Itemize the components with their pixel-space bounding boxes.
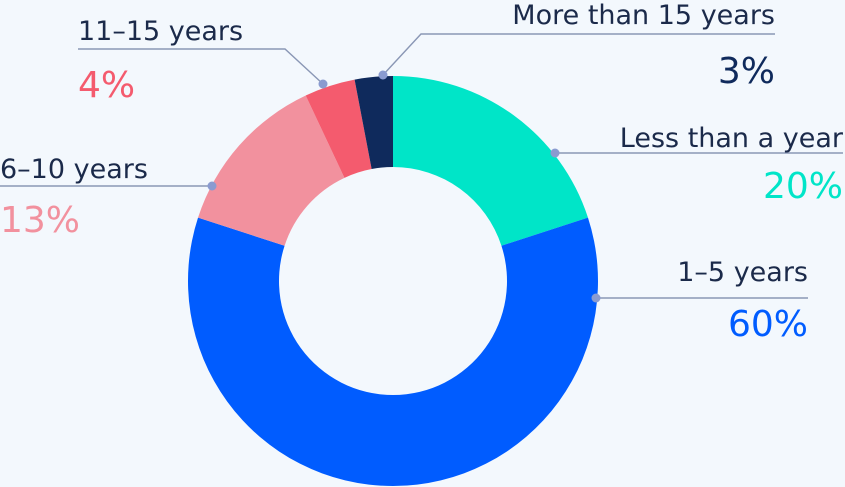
- slice-percentage: 13%: [0, 200, 80, 241]
- slice-label: 1–5 years: [677, 257, 808, 288]
- slice-label: 11–15 years: [78, 16, 243, 47]
- slice-percentage: 4%: [78, 65, 135, 106]
- slice-1-5-years: [188, 217, 599, 487]
- slice-11-15-years: [305, 79, 372, 178]
- donut-slices: [188, 76, 599, 487]
- slice-label: 6–10 years: [0, 154, 148, 185]
- leader-dot: [318, 79, 328, 89]
- leader-line: [78, 48, 324, 85]
- slice-percentage: 3%: [718, 51, 775, 92]
- leader-dot: [378, 70, 388, 80]
- slice-more-than-15-years: [354, 76, 393, 170]
- slice-label: Less than a year: [620, 123, 844, 154]
- leader-dot: [550, 148, 560, 158]
- leader-line: [382, 33, 775, 76]
- slice-less-than-a-year: [393, 76, 588, 246]
- slice-label: More than 15 years: [512, 0, 775, 31]
- slice-6-10-years: [198, 95, 345, 246]
- slice-percentage: 60%: [728, 304, 808, 345]
- slice-percentage: 20%: [763, 166, 843, 207]
- slice-labels: Less than a year 20% 1–5 years 60% 6–10 year…: [0, 0, 844, 345]
- leader-dot: [591, 293, 601, 303]
- leader-dot: [207, 181, 217, 191]
